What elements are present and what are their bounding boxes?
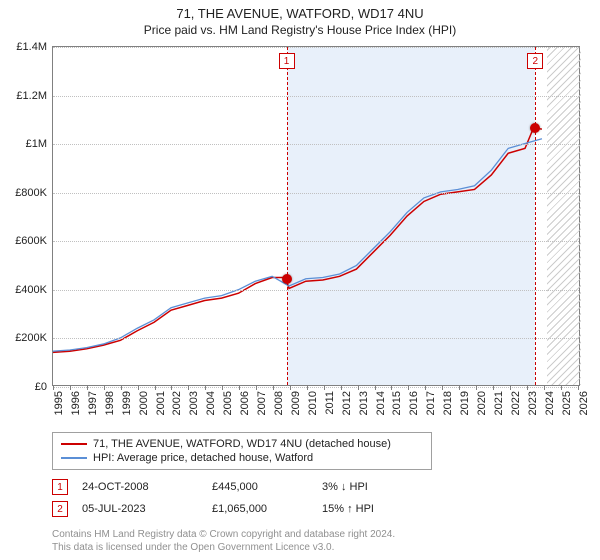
y-axis-label: £800K (15, 187, 47, 199)
x-axis-label: 2021 (493, 391, 505, 415)
footer-line: This data is licensed under the Open Gov… (52, 541, 395, 554)
x-axis-label: 2025 (561, 391, 573, 415)
transaction-price: £445,000 (212, 481, 322, 493)
x-axis-label: 2016 (408, 391, 420, 415)
x-axis-label: 1999 (121, 391, 133, 415)
pct-value: 15% (322, 503, 344, 515)
x-axis-label: 2009 (290, 391, 302, 415)
transaction-price: £1,065,000 (212, 503, 322, 515)
y-axis-label: £1.2M (16, 90, 47, 102)
x-axis-label: 1995 (53, 391, 65, 415)
x-axis-label: 2019 (459, 391, 471, 415)
line-chart-svg (53, 47, 579, 385)
chart-subtitle: Price paid vs. HM Land Registry's House … (0, 21, 600, 43)
x-axis-label: 1998 (104, 391, 116, 415)
footer-attribution: Contains HM Land Registry data © Crown c… (52, 528, 395, 554)
marker-box: 1 (279, 53, 295, 69)
x-axis-label: 2020 (476, 391, 488, 415)
marker-line (287, 47, 288, 385)
x-axis-label: 2002 (171, 391, 183, 415)
y-axis-label: £1M (26, 138, 47, 150)
y-axis-label: £400K (15, 284, 47, 296)
x-axis-label: 2004 (205, 391, 217, 415)
footer-line: Contains HM Land Registry data © Crown c… (52, 528, 395, 541)
x-axis-label: 2017 (425, 391, 437, 415)
table-row: 2 05-JUL-2023 £1,065,000 15% ↑ HPI (52, 498, 412, 520)
x-axis-label: 2013 (358, 391, 370, 415)
table-row: 1 24-OCT-2008 £445,000 3% ↓ HPI (52, 476, 412, 498)
x-axis-label: 1996 (70, 391, 82, 415)
x-axis-label: 2022 (510, 391, 522, 415)
marker-line (535, 47, 536, 385)
legend-swatch (61, 443, 87, 445)
y-axis-label: £200K (15, 332, 47, 344)
chart-title: 71, THE AVENUE, WATFORD, WD17 4NU (0, 0, 600, 21)
legend-label: HPI: Average price, detached house, Watf… (93, 452, 313, 464)
y-axis-label: £600K (15, 235, 47, 247)
marker-box: 2 (527, 53, 543, 69)
x-axis-label: 2006 (239, 391, 251, 415)
legend-item: HPI: Average price, detached house, Watf… (61, 451, 423, 465)
x-axis-label: 2018 (442, 391, 454, 415)
marker-dot (282, 274, 292, 284)
x-axis-label: 1997 (87, 391, 99, 415)
hpi-label: HPI (356, 503, 374, 515)
y-axis-label: £0 (35, 381, 47, 393)
legend-swatch (61, 457, 87, 459)
legend: 71, THE AVENUE, WATFORD, WD17 4NU (detac… (52, 432, 432, 470)
transactions-table: 1 24-OCT-2008 £445,000 3% ↓ HPI 2 05-JUL… (52, 476, 412, 520)
x-axis-label: 2026 (578, 391, 590, 415)
legend-item: 71, THE AVENUE, WATFORD, WD17 4NU (detac… (61, 437, 423, 451)
arrow-icon: ↑ (347, 503, 353, 515)
x-axis-label: 2008 (273, 391, 285, 415)
line-series (53, 139, 542, 351)
x-axis-label: 2012 (341, 391, 353, 415)
arrow-icon: ↓ (341, 481, 347, 493)
x-axis-label: 2011 (324, 391, 336, 415)
x-axis-label: 2000 (138, 391, 150, 415)
x-axis-label: 2005 (222, 391, 234, 415)
x-axis-label: 2007 (256, 391, 268, 415)
transaction-date: 05-JUL-2023 (82, 503, 212, 515)
x-axis-label: 2010 (307, 391, 319, 415)
legend-label: 71, THE AVENUE, WATFORD, WD17 4NU (detac… (93, 438, 391, 450)
transaction-pct-vs-hpi: 3% ↓ HPI (322, 481, 412, 493)
x-axis-label: 2014 (375, 391, 387, 415)
x-axis-label: 2024 (544, 391, 556, 415)
transaction-date: 24-OCT-2008 (82, 481, 212, 493)
chart-container: 71, THE AVENUE, WATFORD, WD17 4NU Price … (0, 0, 600, 560)
pct-value: 3% (322, 481, 338, 493)
line-series (53, 128, 542, 352)
marker-box: 2 (52, 501, 68, 517)
x-axis-label: 2015 (391, 391, 403, 415)
marker-box: 1 (52, 479, 68, 495)
marker-dot (530, 123, 540, 133)
hpi-label: HPI (350, 481, 368, 493)
x-axis-label: 2023 (527, 391, 539, 415)
plot-area: £0£200K£400K£600K£800K£1M£1.2M£1.4M19951… (52, 46, 580, 386)
transaction-pct-vs-hpi: 15% ↑ HPI (322, 503, 412, 515)
x-axis-label: 2001 (155, 391, 167, 415)
y-axis-label: £1.4M (16, 41, 47, 53)
x-axis-label: 2003 (188, 391, 200, 415)
